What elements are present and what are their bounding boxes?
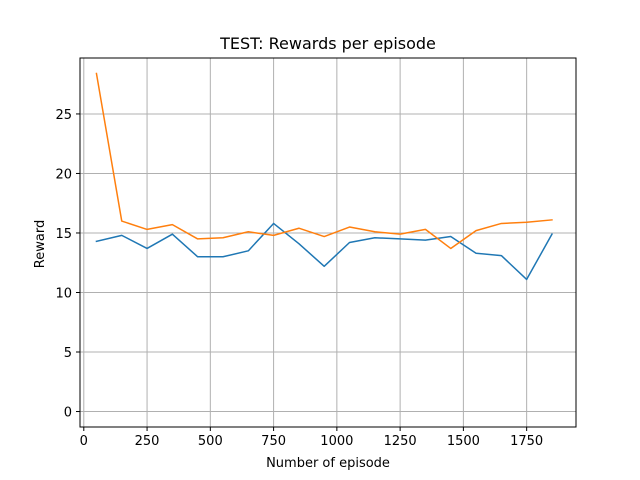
series-line-1 — [95, 222, 553, 281]
y-tick-label: 20 — [55, 167, 72, 182]
plot-area-frame — [79, 57, 577, 428]
x-tick-label: 1000 — [320, 434, 353, 449]
x-tick-label: 750 — [261, 434, 286, 449]
x-axis-title: Number of episode — [266, 456, 390, 471]
chart-title: TEST: Rewards per episode — [219, 34, 436, 53]
y-tick-label: 15 — [55, 227, 72, 242]
grid-lines — [80, 58, 576, 427]
y-tick-label: 25 — [55, 108, 72, 123]
y-tick-label: 5 — [64, 346, 72, 361]
x-tick-label: 500 — [198, 434, 223, 449]
x-tick-label: 0 — [80, 434, 88, 449]
y-tick-label: 10 — [55, 286, 72, 301]
y-axis-title: Reward — [33, 220, 48, 268]
x-tick-label: 1500 — [447, 434, 480, 449]
x-tick-label: 250 — [135, 434, 160, 449]
series-line-2 — [95, 72, 553, 250]
y-tick-label: 0 — [64, 406, 72, 421]
series-lines — [95, 72, 553, 281]
axis-ticks: 0 250 500 750 1000 1250 1500 1750 0 5 10 15 20 25 — [55, 108, 543, 449]
x-tick-label: 1250 — [384, 434, 417, 449]
x-tick-label: 1750 — [510, 434, 543, 449]
